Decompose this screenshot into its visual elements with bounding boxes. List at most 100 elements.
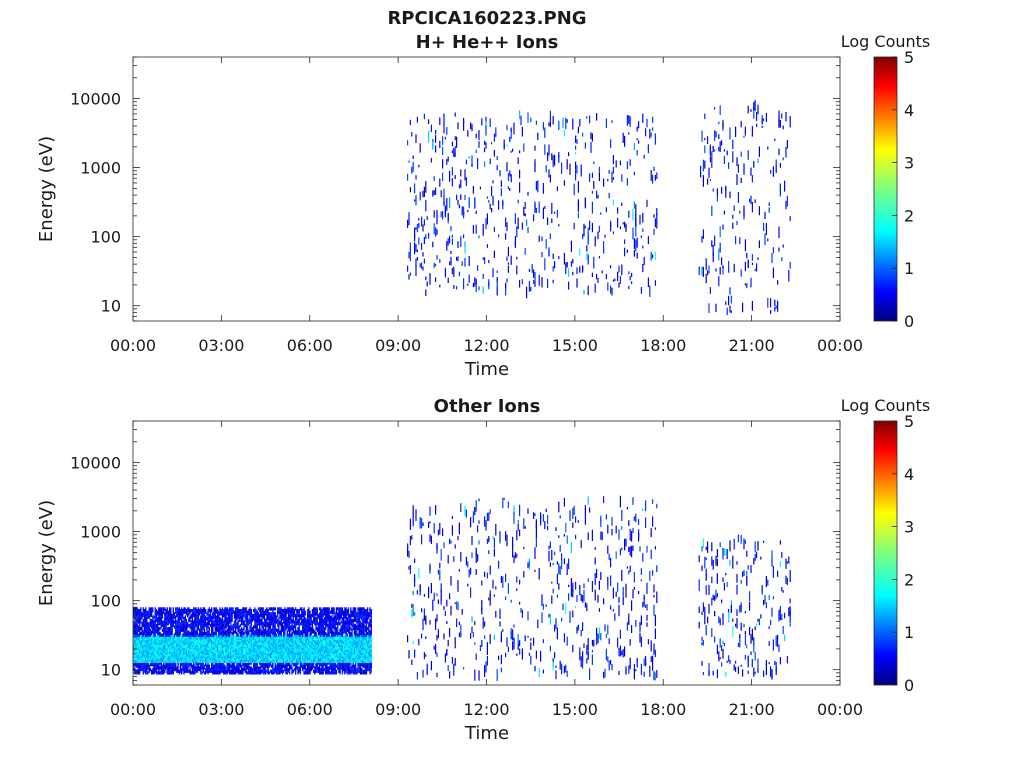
data-cell bbox=[416, 116, 418, 123]
data-cell bbox=[287, 653, 290, 657]
data-cell bbox=[763, 222, 765, 231]
data-cell bbox=[278, 630, 280, 634]
data-cell bbox=[715, 268, 717, 272]
data-cell bbox=[158, 607, 160, 611]
data-cell bbox=[145, 640, 147, 644]
data-cell bbox=[197, 627, 200, 631]
data-cell bbox=[175, 661, 177, 665]
data-cell bbox=[143, 653, 146, 657]
data-cell bbox=[414, 242, 416, 255]
data-cell bbox=[596, 274, 598, 280]
data-cell bbox=[177, 628, 179, 632]
data-cell bbox=[283, 669, 285, 673]
data-cell bbox=[206, 669, 208, 673]
data-cell bbox=[577, 199, 579, 207]
data-cell bbox=[262, 625, 264, 629]
data-cell bbox=[207, 640, 209, 644]
data-cell bbox=[241, 620, 243, 624]
data-cell bbox=[624, 239, 626, 244]
data-cell bbox=[184, 620, 186, 624]
data-cell bbox=[712, 146, 714, 152]
data-cell bbox=[214, 607, 216, 611]
data-cell bbox=[421, 262, 423, 269]
data-cell bbox=[227, 661, 230, 665]
data-cell bbox=[200, 653, 202, 657]
data-cell bbox=[254, 648, 256, 652]
data-cell bbox=[464, 258, 466, 267]
data-cell bbox=[242, 663, 244, 667]
data-cell bbox=[220, 661, 222, 665]
data-cell bbox=[454, 175, 456, 179]
data-cell bbox=[200, 630, 202, 634]
data-cell bbox=[143, 643, 146, 647]
data-cell bbox=[218, 633, 220, 637]
data-cell bbox=[287, 656, 290, 660]
data-cell bbox=[284, 664, 286, 668]
data-cell bbox=[272, 666, 274, 670]
data-cell bbox=[253, 656, 255, 660]
data-cell bbox=[203, 656, 206, 660]
data-cell bbox=[218, 643, 220, 647]
data-cell bbox=[224, 622, 226, 626]
data-cell bbox=[146, 653, 148, 657]
data-cell bbox=[154, 653, 156, 657]
data-cell bbox=[191, 609, 194, 613]
data-cell bbox=[261, 640, 263, 644]
data-cell bbox=[145, 625, 147, 629]
data-cell bbox=[646, 118, 648, 128]
data-cell bbox=[158, 618, 160, 623]
data-cell bbox=[217, 618, 219, 623]
data-cell bbox=[135, 630, 137, 634]
data-cell bbox=[478, 235, 480, 239]
data-cell bbox=[177, 622, 179, 626]
data-cell bbox=[548, 247, 550, 257]
data-cell bbox=[457, 256, 459, 262]
data-cell bbox=[650, 132, 652, 137]
data-cell bbox=[134, 622, 136, 626]
data-cell bbox=[468, 197, 470, 209]
data-cell bbox=[278, 656, 280, 660]
data-cell bbox=[182, 627, 184, 631]
data-cell bbox=[152, 640, 154, 644]
data-cell bbox=[238, 656, 240, 660]
data-cell bbox=[173, 643, 176, 647]
data-cell bbox=[719, 105, 721, 115]
data-cell bbox=[154, 631, 156, 636]
data-cell bbox=[224, 613, 226, 618]
data-cell bbox=[182, 661, 184, 665]
data-cell bbox=[147, 653, 149, 657]
data-cell bbox=[160, 640, 162, 644]
data-cell bbox=[589, 115, 591, 124]
data-cell bbox=[708, 167, 710, 173]
data-cell bbox=[133, 630, 135, 634]
data-cell bbox=[134, 669, 136, 673]
data-cell bbox=[155, 640, 158, 644]
data-cell bbox=[654, 218, 656, 228]
data-cell bbox=[722, 265, 724, 275]
data-cell bbox=[263, 620, 266, 624]
data-cell bbox=[200, 661, 202, 665]
data-cell bbox=[506, 162, 508, 172]
data-cell bbox=[223, 620, 225, 624]
data-cell bbox=[524, 247, 526, 255]
data-cell bbox=[248, 653, 250, 657]
data-cell bbox=[221, 615, 224, 619]
data-cell bbox=[179, 666, 182, 670]
data-cell bbox=[266, 613, 268, 618]
data-cell bbox=[474, 277, 476, 287]
data-cell bbox=[287, 648, 290, 652]
data-cell bbox=[262, 607, 264, 611]
data-cell bbox=[265, 667, 267, 672]
data-cell bbox=[215, 635, 218, 639]
data-cell bbox=[784, 180, 786, 192]
data-cell bbox=[285, 656, 287, 660]
data-cell bbox=[217, 656, 219, 660]
data-cell bbox=[217, 643, 219, 647]
data-cell bbox=[723, 210, 725, 215]
data-cell bbox=[137, 664, 140, 668]
data-cell bbox=[267, 643, 269, 647]
data-cell bbox=[173, 648, 176, 652]
data-cell bbox=[177, 618, 179, 623]
data-cell bbox=[159, 609, 161, 613]
data-cell bbox=[443, 195, 445, 203]
